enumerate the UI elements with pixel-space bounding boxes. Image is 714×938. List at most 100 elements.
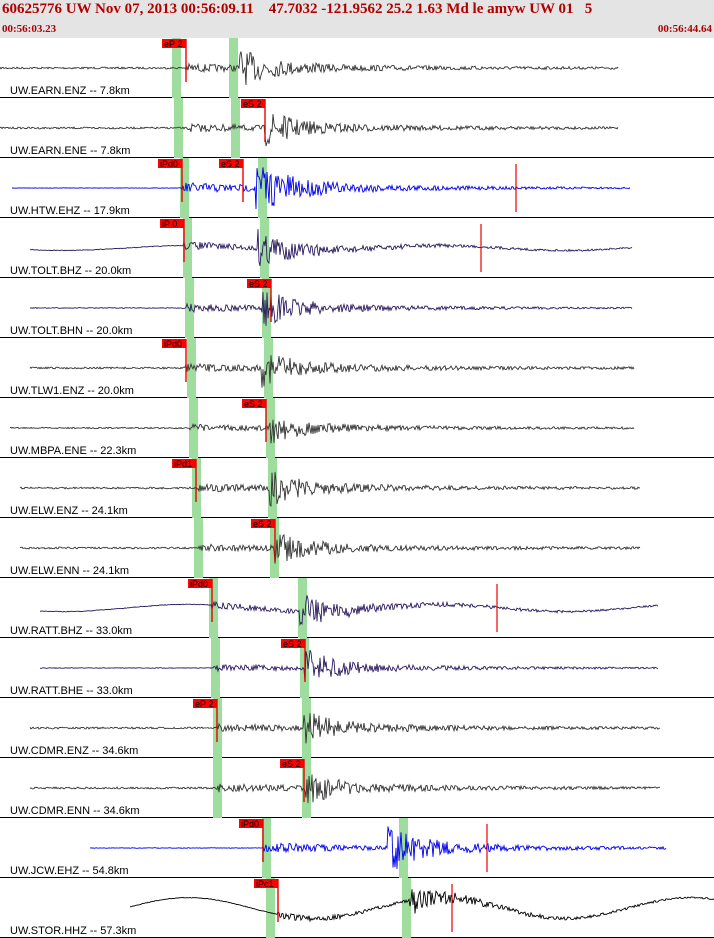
- waveform: [0, 51, 619, 86]
- station-label: UW.TOLT.BHZ -- 20.0km: [10, 265, 131, 277]
- pick-box: [162, 39, 186, 48]
- pick-label: eS 2: [244, 399, 263, 409]
- trace-row[interactable]: eS 2 UW.TOLT.BHN -- 20.0km: [0, 278, 714, 338]
- pick-marker[interactable]: iPd0: [239, 819, 264, 862]
- start-time: 00:56:03.23: [2, 23, 57, 35]
- pick-label: iPc1: [256, 879, 274, 889]
- pick-label: iPd0: [190, 579, 208, 589]
- s-window: [298, 578, 307, 638]
- p-window: [180, 158, 189, 218]
- pick-label: eS 2: [282, 759, 301, 769]
- waveform: [29, 774, 661, 804]
- pick-marker[interactable]: eP 2: [162, 39, 187, 82]
- waveform: [129, 889, 714, 923]
- p-window: [189, 398, 198, 458]
- waveform: [19, 534, 641, 564]
- trace-row[interactable]: eS 2 UW.MBPA.ENE -- 22.3km: [0, 398, 714, 458]
- p-window: [266, 878, 275, 938]
- s-window: [402, 878, 411, 938]
- pick-label: eP 2: [195, 699, 213, 709]
- station-label: UW.JCW.EHZ -- 54.8km: [10, 865, 129, 877]
- pick-box: [160, 219, 184, 228]
- pick-marker[interactable]: eS 2: [251, 519, 276, 562]
- trace-row[interactable]: eS 2 UW.ELW.ENN -- 24.1km: [0, 518, 714, 578]
- p-window: [187, 338, 196, 398]
- p-window: [185, 278, 194, 338]
- seismogram-panel[interactable]: eP 2 UW.EARN.ENZ -- 7.8km eS 2 UW.EARN.ENE …: [0, 38, 714, 938]
- pick-marker[interactable]: eP 2: [193, 699, 218, 742]
- pick-marker[interactable]: iPd0: [162, 339, 187, 382]
- trace-row[interactable]: iPd0 UW.TLW1.ENZ -- 20.0km: [0, 338, 714, 398]
- waveform: [11, 167, 631, 210]
- pick-label: eS 2: [253, 519, 272, 529]
- pick-marker[interactable]: eS 2: [281, 639, 306, 682]
- p-window: [209, 578, 218, 638]
- waveform: [29, 713, 661, 744]
- trace-row[interactable]: iPc1 UW.STOR.HHZ -- 57.3km: [0, 878, 714, 938]
- station-label: UW.CDMR.ENZ -- 34.6km: [10, 745, 138, 757]
- trace-row[interactable]: eP 2 UW.EARN.ENZ -- 7.8km: [0, 38, 714, 98]
- trace-row[interactable]: iPd1 UW.ELW.ENZ -- 24.1km: [0, 458, 714, 518]
- p-window: [174, 98, 183, 158]
- pick-box: [280, 759, 304, 768]
- pick-marker[interactable]: eS 2: [241, 99, 266, 142]
- waveform: [10, 419, 635, 444]
- station-label: UW.STOR.HHZ -- 57.3km: [10, 925, 136, 937]
- pick-marker[interactable]: iPc1: [254, 879, 279, 922]
- pick-label: eP 2: [164, 39, 182, 49]
- pick-marker[interactable]: iP 0: [160, 219, 185, 262]
- pick-marker[interactable]: eS 2: [280, 759, 305, 802]
- pick-label: eS 2: [283, 639, 302, 649]
- pick-label: eS 2: [249, 279, 268, 289]
- header-bar: 60625776 UW Nov 07, 2013 00:56:09.11 47.…: [0, 0, 714, 38]
- pick-box: [158, 159, 182, 168]
- waveform: [39, 595, 659, 627]
- pick-box: [241, 99, 265, 108]
- s-window: [260, 218, 269, 278]
- pick-label: iPd0: [164, 339, 182, 349]
- waveform: [29, 229, 633, 267]
- s-window: [231, 98, 240, 158]
- station-label: UW.ELW.ENZ -- 24.1km: [10, 505, 128, 517]
- pick-marker[interactable]: eS 2: [247, 279, 272, 322]
- pick-label: eS 2: [243, 99, 262, 109]
- pick-marker[interactable]: eS 2: [219, 159, 244, 202]
- station-label: UW.RATT.BHE -- 33.0km: [10, 685, 133, 697]
- trace-row[interactable]: iPd0 UW.RATT.BHZ -- 33.0km: [0, 578, 714, 638]
- pick-box: [162, 339, 186, 348]
- trace-row[interactable]: eS 2 UW.EARN.ENE -- 7.8km: [0, 98, 714, 158]
- s-window: [302, 698, 311, 758]
- station-label: UW.MBPA.ENE -- 22.3km: [10, 445, 136, 457]
- p-window: [172, 38, 181, 98]
- waveform: [19, 471, 641, 507]
- pick-box: [219, 159, 243, 168]
- pick-label: iPd0: [160, 159, 178, 169]
- waveform: [29, 355, 635, 388]
- trace-row[interactable]: eP 2 UW.CDMR.ENZ -- 34.6km: [0, 698, 714, 758]
- station-label: UW.HTW.EHZ -- 17.9km: [10, 205, 130, 217]
- station-label: UW.ELW.ENN -- 24.1km: [10, 565, 129, 577]
- trace-row[interactable]: eS 2 UW.RATT.BHE -- 33.0km: [0, 638, 714, 698]
- trace-row[interactable]: iPd0 eS 2 UW.HTW.EHZ -- 17.9km: [0, 158, 714, 218]
- station-label: UW.TLW1.ENZ -- 20.0km: [10, 385, 134, 397]
- trace-row[interactable]: iP 0 UW.TOLT.BHZ -- 20.0km: [0, 218, 714, 278]
- pick-box: [251, 519, 275, 528]
- event-title: 60625776 UW Nov 07, 2013 00:56:09.11 47.…: [2, 1, 593, 17]
- station-label: UW.CDMR.ENN -- 34.6km: [10, 805, 140, 817]
- pick-box: [172, 459, 196, 468]
- s-window: [258, 158, 267, 218]
- pick-marker[interactable]: iPd0: [158, 159, 183, 202]
- pick-marker[interactable]: iPd1: [172, 459, 197, 502]
- trace-row[interactable]: iPd0 UW.JCW.EHZ -- 54.8km: [0, 818, 714, 878]
- trace-row[interactable]: eS 2 UW.CDMR.ENN -- 34.6km: [0, 758, 714, 818]
- pick-box: [254, 879, 278, 888]
- pick-box: [188, 579, 212, 588]
- pick-box: [239, 819, 263, 828]
- pick-marker[interactable]: iPd0: [188, 579, 213, 622]
- pick-label: iPd1: [174, 459, 192, 469]
- station-label: UW.RATT.BHZ -- 33.0km: [10, 625, 132, 637]
- pick-label: iPd0: [241, 819, 259, 829]
- station-label: UW.TOLT.BHN -- 20.0km: [10, 325, 132, 337]
- pick-box: [193, 699, 217, 708]
- pick-marker[interactable]: eS 2: [242, 399, 267, 442]
